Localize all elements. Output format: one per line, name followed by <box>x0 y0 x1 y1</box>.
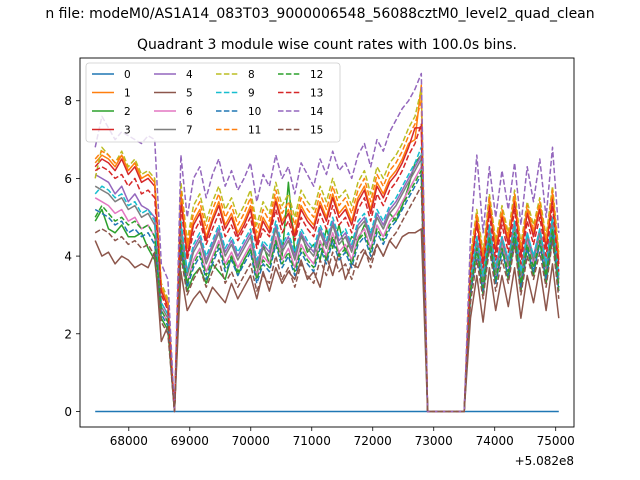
legend-box <box>85 62 341 143</box>
x-tick-label: 69000 <box>171 434 209 448</box>
x-tick-label: 72000 <box>354 434 392 448</box>
legend-label: 11 <box>248 125 261 137</box>
x-axis: 68000 69000 70000 71000 72000 73000 74000 75000 <box>110 427 575 448</box>
legend-label: 8 <box>248 69 255 81</box>
legend-label: 12 <box>310 69 323 81</box>
series-line-9 <box>94 146 560 413</box>
legend-label: 0 <box>124 69 131 81</box>
x-tick-label: 68000 <box>110 434 148 448</box>
legend-label: 2 <box>124 106 131 118</box>
series-line-14 <box>94 72 560 413</box>
legend-label: 9 <box>248 88 255 100</box>
legend-label: 4 <box>186 69 193 81</box>
legend-label: 7 <box>186 125 193 137</box>
legend-label: 14 <box>310 106 324 118</box>
legend-label: 15 <box>310 125 323 137</box>
legend-label: 5 <box>186 88 193 100</box>
series-line-12 <box>94 169 560 413</box>
series-line-13 <box>94 123 560 413</box>
legend-label: 1 <box>124 88 131 100</box>
series-line-15 <box>94 185 560 413</box>
legend-label: 3 <box>124 125 131 137</box>
x-tick-label: 70000 <box>232 434 270 448</box>
x-tick-label: 74000 <box>476 434 514 448</box>
series-lines <box>94 72 560 413</box>
x-axis-offset-label: +5.082e8 <box>515 454 574 468</box>
y-tick-label: 4 <box>64 250 72 264</box>
legend-label: 13 <box>310 88 323 100</box>
x-tick-label: 73000 <box>415 434 453 448</box>
chart-title: Quadrant 3 module wise count rates with … <box>137 37 517 53</box>
y-axis: 0 2 4 6 8 <box>64 94 80 419</box>
y-tick-label: 8 <box>64 94 72 108</box>
figure-suptitle: n file: modeM0/AS1A14_083T03_9000006548_… <box>45 6 594 22</box>
legend-label: 10 <box>248 106 261 118</box>
x-tick-label: 71000 <box>293 434 331 448</box>
x-tick-label: 75000 <box>537 434 575 448</box>
y-tick-label: 2 <box>64 327 72 341</box>
y-tick-label: 6 <box>64 172 72 186</box>
axes-frame <box>79 57 575 428</box>
y-tick-label: 0 <box>64 405 72 419</box>
legend-label: 6 <box>186 106 193 118</box>
